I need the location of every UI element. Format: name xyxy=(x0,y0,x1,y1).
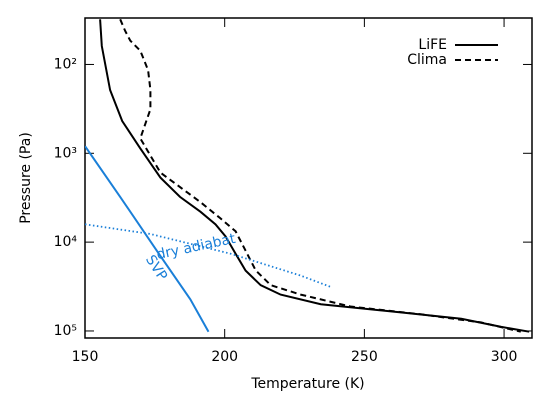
legend-label: Clima xyxy=(407,52,447,68)
x-tick-label: 300 xyxy=(491,349,518,365)
annotation: dry adiabat xyxy=(155,231,237,263)
y-tick-label: 10³ xyxy=(54,145,77,161)
x-tick-label: 150 xyxy=(72,349,99,365)
reference-curve xyxy=(85,145,210,333)
y-tick-label: 10² xyxy=(54,56,77,72)
y-tick-label: 10⁴ xyxy=(54,234,78,250)
legend-label: LiFE xyxy=(418,37,447,53)
x-axis-title: Temperature (K) xyxy=(250,376,364,392)
profile-line xyxy=(119,18,522,333)
y-tick-label: 10⁵ xyxy=(54,323,77,339)
x-tick-label: 250 xyxy=(351,349,378,365)
y-axis-title: Pressure (Pa) xyxy=(18,132,34,224)
x-tick-label: 200 xyxy=(211,349,238,365)
plot-frame xyxy=(84,17,533,339)
reference-curve xyxy=(85,223,332,288)
